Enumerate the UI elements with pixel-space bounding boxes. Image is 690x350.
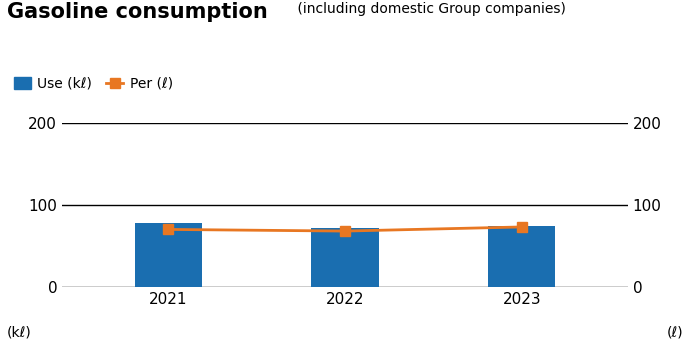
Text: (kℓ): (kℓ) — [7, 326, 32, 340]
Bar — [135, 223, 201, 287]
Bar — [489, 226, 555, 287]
Text: Gasoline consumption: Gasoline consumption — [7, 2, 268, 22]
Text: (ℓ): (ℓ) — [667, 326, 683, 340]
Text: (including domestic Group companies): (including domestic Group companies) — [293, 2, 566, 16]
Legend: Use (kℓ), Per (ℓ): Use (kℓ), Per (ℓ) — [14, 77, 173, 91]
Bar — [311, 228, 379, 287]
